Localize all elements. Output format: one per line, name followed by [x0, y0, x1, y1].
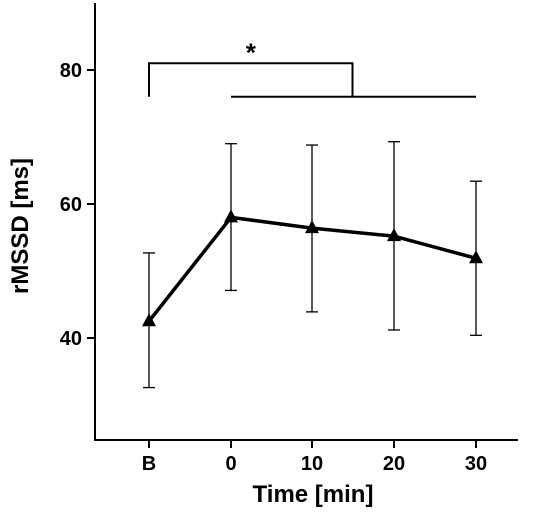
x-axis-title: Time [min]: [253, 481, 374, 508]
significance-star: *: [246, 37, 257, 67]
x-tick-label: 10: [301, 453, 323, 475]
significance-bracket: [148, 62, 354, 97]
x-tick-label: 0: [225, 453, 236, 475]
y-tick-label: 80: [60, 60, 82, 82]
annotations: *: [148, 37, 476, 98]
x-tick-label: 30: [465, 453, 487, 475]
x-tick-label: 20: [383, 453, 405, 475]
x-ticks: B 0 10 20 30: [142, 440, 487, 475]
data-point-triangle: [224, 209, 238, 223]
series: [142, 209, 483, 327]
data-point-triangle: [142, 313, 156, 327]
x-tick-label: B: [142, 453, 156, 475]
y-ticks: 40 60 80: [60, 60, 95, 350]
y-tick-label: 60: [60, 194, 82, 216]
data-point-triangle: [469, 250, 483, 264]
y-tick-label: 40: [60, 328, 82, 350]
data-point-triangle: [305, 220, 319, 234]
y-axis-title: rMSSD [ms]: [7, 158, 34, 294]
data-point-triangle: [387, 228, 401, 242]
